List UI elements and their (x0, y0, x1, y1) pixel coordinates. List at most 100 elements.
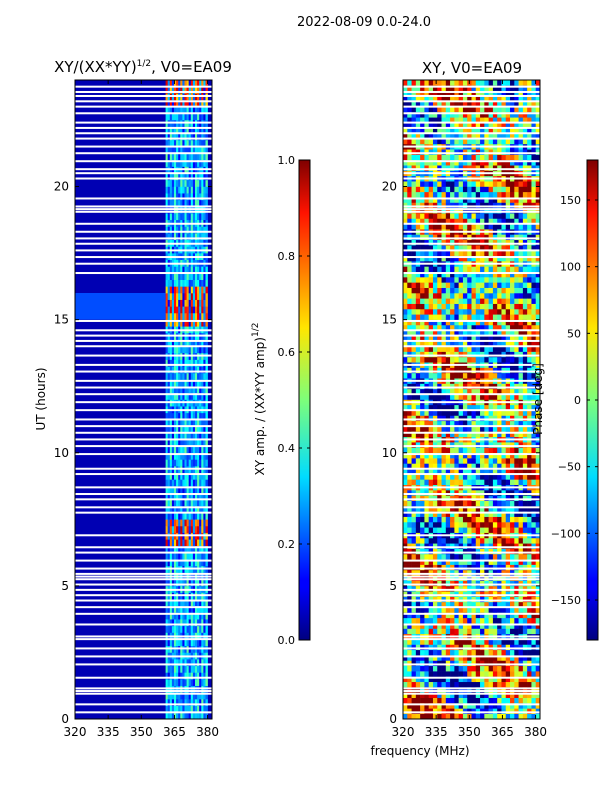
amplitude-cell (176, 193, 179, 201)
phase-cell (407, 506, 412, 512)
phase-cell (462, 340, 468, 347)
phase-cell (471, 154, 477, 161)
phase-cell (454, 612, 459, 619)
phase-cell (462, 250, 468, 257)
phase-cell (488, 452, 494, 459)
amplitude-cell (173, 213, 177, 221)
amplitude-cell (176, 579, 179, 587)
amplitude-flag-row (75, 256, 212, 259)
phase-cell (501, 356, 507, 363)
phase-cell (445, 559, 451, 565)
phase-cell (424, 671, 429, 677)
amplitude-cell (194, 619, 198, 627)
phase-cell (458, 479, 464, 485)
phase-cell (411, 245, 417, 251)
phase-cell (407, 537, 412, 544)
phase-cell (497, 527, 502, 533)
phase-cell (437, 585, 442, 592)
amplitude-cell (167, 419, 171, 427)
phase-cell (411, 346, 417, 352)
phase-cell (501, 687, 507, 693)
phase-cell (471, 340, 477, 347)
phase-cell (484, 564, 489, 571)
phase-cell (488, 420, 494, 427)
amplitude-cell (201, 419, 204, 427)
phase-cell (480, 591, 485, 597)
phase-cell (437, 122, 442, 129)
phase-cell (458, 85, 464, 91)
phase-cell (407, 660, 412, 667)
phase-cell (505, 623, 511, 629)
phase-cell (475, 564, 481, 571)
phase-cell (488, 335, 494, 342)
phase-cell (471, 346, 477, 352)
phase-cell (501, 431, 507, 438)
amplitude-flag-row (75, 208, 212, 211)
phase-cell (441, 564, 447, 571)
phase-cell (497, 607, 502, 613)
amplitude-cell (197, 306, 200, 314)
phase-cell (497, 197, 502, 203)
phase-cell (424, 324, 429, 331)
amplitude-cell (176, 366, 179, 374)
phase-cell (492, 388, 498, 395)
phase-cell (450, 452, 455, 459)
phase-cell (403, 521, 408, 528)
phase-cell (445, 665, 451, 672)
amplitude-cell (190, 133, 194, 141)
phase-cell (450, 85, 455, 91)
amplitude-cell (169, 699, 173, 706)
phase-cell (467, 639, 472, 645)
phase-cell (480, 676, 485, 683)
phase-cell (445, 500, 451, 507)
phase-cell (471, 671, 477, 677)
phase-cell (441, 612, 447, 619)
phase-cell (411, 117, 417, 123)
phase-cell (445, 468, 451, 475)
phase-cell (471, 468, 477, 475)
phase-cell (420, 649, 425, 656)
phase-cell (501, 372, 507, 379)
phase-cell (471, 575, 477, 581)
phase-cell (467, 415, 472, 422)
phase-cell (411, 559, 417, 565)
amplitude-cell (169, 619, 173, 627)
amplitude-cell (169, 372, 173, 380)
amplitude-cell (167, 525, 171, 533)
amplitude-cell (201, 612, 204, 620)
amplitude-cell (201, 179, 204, 187)
phase-cell (471, 447, 477, 454)
phase-cell (480, 95, 485, 102)
phase-cell (428, 223, 434, 230)
amplitude-cell (182, 432, 185, 440)
phase-cell (420, 388, 425, 395)
amplitude-cell (203, 372, 206, 380)
phase-cell (480, 506, 485, 512)
phase-cell (407, 111, 412, 118)
phase-cell (458, 293, 464, 299)
amplitude-cell (184, 319, 187, 327)
amplitude-cell (201, 213, 204, 221)
phase-cell (445, 298, 451, 304)
amplitude-cell (176, 306, 179, 314)
phase-cell (415, 383, 421, 390)
phase-cell (497, 372, 502, 379)
phase-cell (411, 367, 417, 374)
amplitude-cell (171, 446, 175, 454)
phase-cell (458, 660, 464, 667)
phase-cell (505, 676, 511, 683)
phase-cell (501, 293, 507, 299)
amplitude-cell (190, 499, 194, 507)
amplitude-cell (167, 699, 171, 706)
phase-cell (454, 85, 459, 91)
phase-cell (437, 655, 442, 661)
phase-cell (475, 612, 481, 619)
amplitude-cell (197, 512, 200, 520)
phase-cell (501, 282, 507, 288)
phase-cell (462, 607, 468, 613)
phase-cell (488, 149, 494, 155)
phase-cell (407, 521, 412, 528)
phase-cell (428, 245, 434, 251)
phase-cell (488, 617, 494, 624)
